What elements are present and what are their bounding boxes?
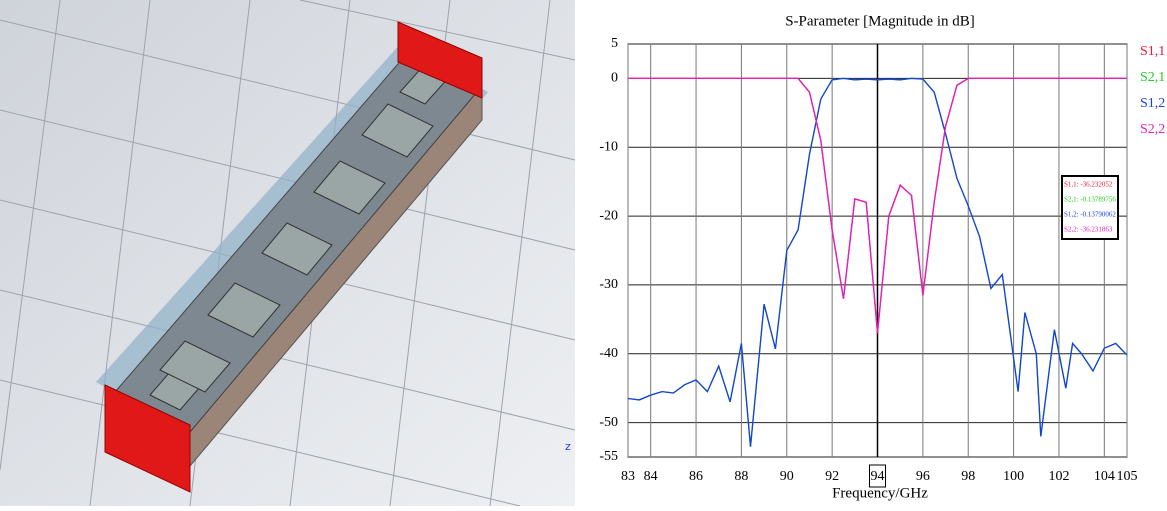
x-axis-label: Frequency/GHz <box>832 485 928 501</box>
y-tick-label: -55 <box>599 449 618 464</box>
annotation-text: S1,1: -36.232052 <box>1064 181 1113 189</box>
screen: z S-Parameter [Magnitude in dB] Frequenc… <box>0 0 1167 506</box>
y-tick-label: 5 <box>611 36 618 51</box>
model-view: z <box>0 0 575 506</box>
y-tick-label: -30 <box>599 277 618 292</box>
annotation-text: S2,2: -36.231863 <box>1064 226 1113 234</box>
chart-title: S-Parameter [Magnitude in dB] <box>785 13 975 29</box>
x-tick-label: 84 <box>644 469 658 484</box>
legend-entry: S1,2 <box>1140 96 1165 111</box>
x-tick-label: 98 <box>961 469 975 484</box>
x-tick-label: 94 <box>871 469 885 484</box>
annotation-text: S1,2: -0.13790062 <box>1064 211 1116 219</box>
legend-entry: S1,1 <box>1140 44 1165 59</box>
x-tick-label: 105 <box>1117 469 1138 484</box>
x-tick-label: 90 <box>780 469 794 484</box>
x-tick-label: 96 <box>916 469 930 484</box>
x-tick-label: 100 <box>1003 469 1024 484</box>
legend-entry: S2,1 <box>1140 70 1165 85</box>
x-tick-label: 92 <box>825 469 839 484</box>
y-tick-label: -10 <box>599 139 618 154</box>
x-tick-label: 86 <box>689 469 703 484</box>
legend-entry: S2,2 <box>1140 122 1165 137</box>
x-tick-label: 83 <box>621 469 635 484</box>
y-tick-label: 0 <box>611 71 618 86</box>
x-tick-label: 102 <box>1048 469 1069 484</box>
axis-indicator: z <box>565 440 571 453</box>
y-tick-label: -40 <box>599 346 618 361</box>
page: z S-Parameter [Magnitude in dB] Frequenc… <box>0 0 1167 511</box>
x-tick-label: 88 <box>734 469 748 484</box>
annotation-text: S2,1: -0.13789756 <box>1064 196 1116 204</box>
y-tick-label: -20 <box>599 208 618 223</box>
y-tick-label: -50 <box>599 415 618 430</box>
x-tick-label: 104 <box>1094 469 1115 484</box>
